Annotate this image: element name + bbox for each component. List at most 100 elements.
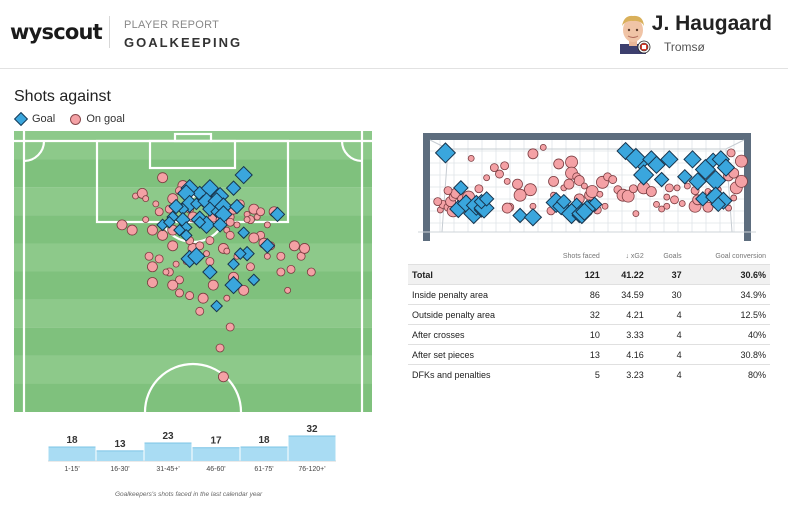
on-goal-shot-point	[207, 279, 219, 291]
on-goal-shot-point	[246, 262, 255, 272]
row-shots: 13	[539, 344, 604, 365]
on-goal-shot-point	[154, 254, 164, 264]
on-goal-placement-point	[658, 205, 666, 213]
goal-placement-point	[523, 208, 543, 227]
goal-placement-point	[647, 155, 666, 175]
goal-placement-point	[660, 150, 679, 169]
row-xg: 41.22	[603, 264, 648, 285]
on-goal-shot-point	[175, 288, 184, 298]
stats-row-outside-box[interactable]: Outside penalty area 32 4.21 4 12.5%	[408, 304, 770, 325]
goal-shot-point	[234, 165, 253, 185]
on-goal-shot-point	[306, 267, 316, 277]
on-goal-shot-point	[299, 243, 310, 254]
on-goal-shot-point	[147, 261, 158, 273]
on-goal-shot-point	[157, 172, 168, 184]
time-bar-category: 46-60'	[206, 466, 225, 473]
on-goal-placement-point	[581, 182, 588, 190]
time-bar-value: 13	[114, 439, 126, 450]
on-goal-shot-point	[284, 286, 292, 294]
on-goal-shot-point	[248, 232, 260, 244]
on-goal-placement-point	[495, 169, 504, 179]
goal-placement-point	[453, 180, 469, 196]
player-avatar[interactable]	[614, 14, 652, 54]
on-goal-shot-point	[162, 268, 170, 276]
goal-placement-point	[556, 193, 572, 210]
stats-col-goals[interactable]: Goals	[663, 252, 682, 260]
on-goal-placement-point	[735, 175, 748, 188]
row-conversion: 80%	[685, 364, 770, 384]
stats-row-set-pieces[interactable]: After set pieces 13 4.16 4 30.8%	[408, 344, 770, 365]
on-goal-placement-point	[730, 194, 738, 202]
wyscout-logo[interactable]: wyscout	[10, 20, 103, 44]
goal-shot-point	[269, 206, 286, 223]
time-bar-76-120+'	[288, 436, 336, 461]
row-shots: 10	[539, 324, 604, 345]
time-bar-category: 31-45+'	[156, 466, 179, 473]
goal-placement-point	[575, 202, 594, 221]
legend-goal-label: Goal	[32, 113, 56, 126]
goal-mouth-view	[418, 129, 756, 241]
stats-col-xg[interactable]: ↓ xG2	[625, 252, 644, 260]
on-goal-shot-point	[225, 230, 235, 240]
on-goal-shot-point	[147, 224, 158, 236]
time-bar-category: 1-15'	[64, 466, 79, 473]
on-goal-marker-icon	[70, 113, 82, 125]
shot-map-pitch	[14, 131, 372, 412]
goal-placement-point	[625, 147, 647, 170]
time-bar-46-60'	[192, 447, 240, 461]
goal-placement-point	[512, 207, 528, 224]
on-goal-placement-point	[467, 154, 475, 162]
stats-row-crosses[interactable]: After crosses 10 3.33 4 40%	[408, 324, 770, 345]
on-goal-shot-point	[205, 236, 215, 245]
goal-shot-point	[237, 226, 251, 240]
on-goal-shot-point	[203, 250, 210, 258]
on-goal-shot-point	[218, 371, 229, 383]
time-bar-category: 76-120+'	[298, 466, 325, 473]
player-team[interactable]: Tromsø	[664, 40, 705, 54]
on-goal-shot-point	[223, 294, 231, 302]
on-goal-shot-point	[215, 343, 225, 353]
center-circle	[143, 362, 243, 412]
on-goal-placement-point	[702, 201, 714, 213]
on-goal-placement-point	[433, 197, 443, 207]
corner-arc-right	[340, 140, 363, 163]
goal-shot-point	[162, 215, 176, 229]
row-goals: 4	[647, 324, 686, 345]
row-goals: 4	[647, 364, 686, 384]
section-title: Shots against	[14, 88, 111, 105]
legend-on-goal-label: On goal	[86, 113, 125, 126]
on-goal-placement-point	[513, 188, 527, 202]
stats-row-dfk-penalties[interactable]: DFKs and penalties 5 3.23 4 80%	[408, 364, 770, 384]
row-xg: 4.16	[603, 344, 648, 365]
stats-header-row: Shots faced ↓ xG2 Goals Goal conversion	[408, 251, 770, 265]
row-label: After set pieces	[408, 344, 540, 365]
on-goal-shot-point	[238, 284, 250, 296]
on-goal-placement-point	[608, 175, 618, 184]
on-goal-shot-point	[157, 229, 168, 241]
on-goal-placement-point	[663, 202, 671, 210]
goal-shot-point	[227, 257, 240, 271]
on-goal-placement-point	[596, 190, 604, 198]
stats-col-conversion[interactable]: Goal conversion	[715, 252, 766, 260]
on-goal-placement-point	[483, 174, 491, 182]
stats-col-label	[408, 251, 539, 265]
row-conversion: 30.6%	[685, 264, 770, 285]
on-goal-placement-point	[474, 184, 484, 194]
on-goal-placement-point	[565, 155, 578, 169]
on-goal-shot-point	[223, 247, 231, 255]
row-xg: 34.59	[603, 284, 648, 305]
stats-row-total[interactable]: Total 121 41.22 37 30.6%	[408, 264, 770, 285]
goal-placement-point	[653, 171, 670, 188]
stats-row-inside-box[interactable]: Inside penalty area 86 34.59 30 34.9%	[408, 284, 770, 305]
on-goal-shot-point	[172, 260, 180, 268]
on-goal-placement-point	[670, 195, 679, 205]
goal-placement-point	[677, 169, 693, 185]
on-goal-placement-point	[664, 183, 674, 193]
goal-placement-point	[688, 172, 707, 191]
row-shots: 86	[539, 284, 604, 305]
stats-col-shots[interactable]: Shots faced	[562, 252, 600, 260]
on-goal-shot-point	[144, 251, 154, 261]
pitch-stripe	[14, 131, 372, 160]
row-goals: 4	[647, 344, 686, 365]
on-goal-placement-point	[735, 154, 748, 168]
